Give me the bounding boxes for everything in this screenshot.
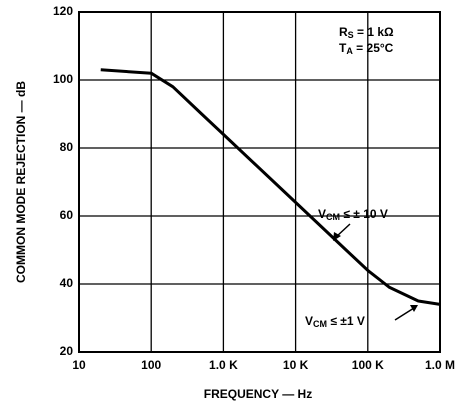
x-tick-label: 10: [72, 358, 86, 372]
annotation-part: ≤ ± 10 V: [340, 207, 388, 221]
y-tick-label: 80: [60, 140, 74, 154]
y-axis-label: COMMON MODE REJECTION — dB: [14, 81, 28, 283]
curve: [100, 68, 441, 306]
annotation-part: = 25°C: [353, 41, 394, 55]
annotation-part: V: [318, 207, 326, 221]
annotation-part: ≤ ±1 V: [327, 314, 365, 328]
annotation: VCM ≤ ±1 V: [305, 314, 365, 329]
annotation: TA = 25°C: [339, 41, 394, 56]
y-tick-label: 60: [60, 208, 74, 222]
y-tick-label: 40: [60, 276, 74, 290]
x-tick-label: 1.0 M: [425, 358, 455, 372]
y-tick-label: 120: [53, 4, 73, 18]
x-tick-label: 100: [141, 358, 161, 372]
arrow: [394, 307, 415, 321]
plot-frame: [78, 11, 441, 353]
y-tick-label: 100: [53, 72, 73, 86]
annotation-part: V: [305, 314, 313, 328]
x-axis-label: FREQUENCY — Hz: [204, 387, 312, 401]
annotation-part: CM: [326, 212, 340, 222]
annotation-part: R: [339, 25, 348, 39]
annotation-part: S: [348, 30, 354, 40]
annotation-part: A: [346, 46, 353, 56]
x-tick-label: 10 K: [283, 358, 309, 372]
arrowhead: [410, 305, 418, 312]
annotation-part: CM: [313, 319, 327, 329]
y-tick-label: 20: [60, 344, 74, 358]
annotation-part: T: [339, 41, 347, 55]
annotation: RS = 1 kΩ: [339, 25, 394, 40]
x-tick-label: 100 K: [352, 358, 384, 372]
annotation: VCM ≤ ± 10 V: [318, 207, 388, 222]
annotation-part: = 1 kΩ: [354, 25, 394, 39]
x-tick-label: 1.0 K: [209, 358, 238, 372]
